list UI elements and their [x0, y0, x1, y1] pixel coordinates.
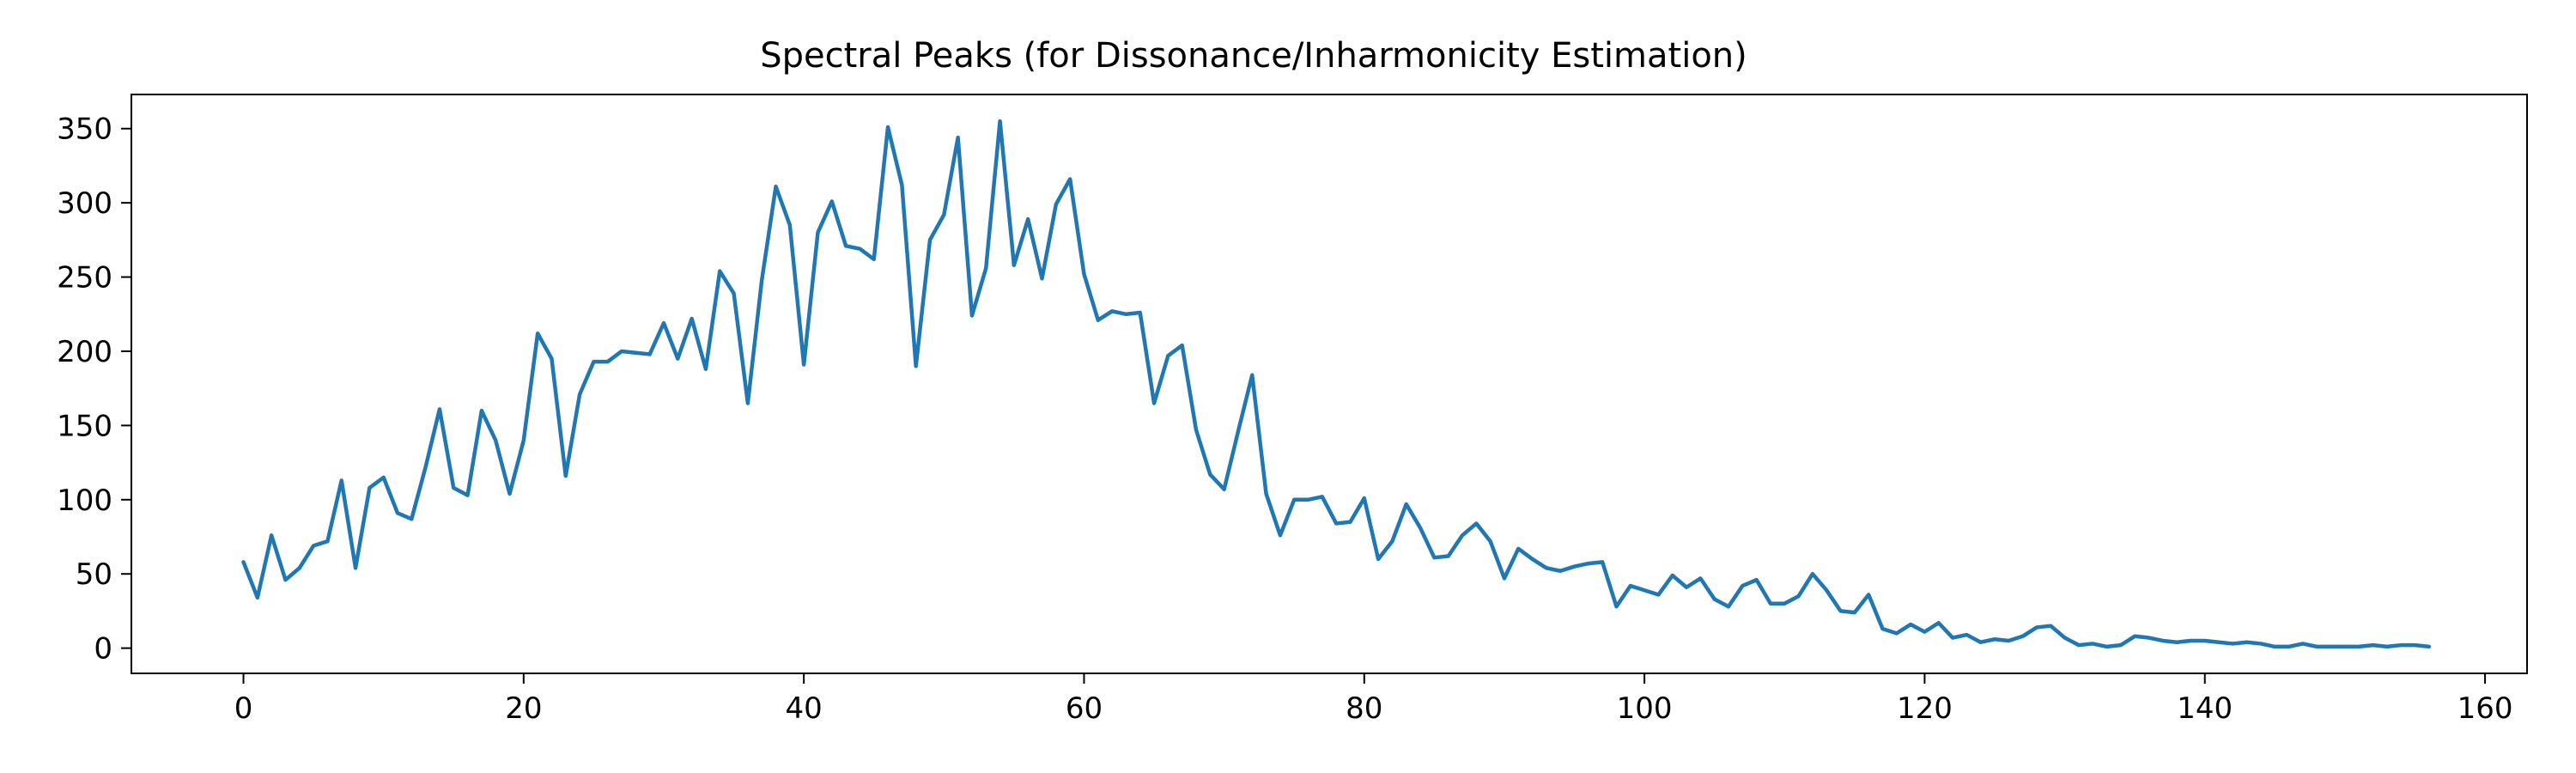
y-tick-label: 50: [76, 557, 112, 592]
y-axis: 0 50 100 150 200 250 300 350: [57, 113, 131, 666]
y-tick-label: 300: [57, 186, 112, 221]
plot-frame: [131, 94, 2528, 674]
y-tick-label: 150: [57, 409, 112, 443]
x-tick-label: 120: [1897, 691, 1953, 726]
y-tick-label: 0: [94, 632, 112, 666]
series-line-0: [241, 119, 2432, 649]
x-tick-label: 80: [1346, 691, 1382, 726]
series-layer: [241, 119, 2432, 649]
x-tick-label: 100: [1617, 691, 1673, 726]
y-tick-label: 350: [57, 113, 112, 147]
x-tick-label: 0: [234, 691, 253, 726]
x-tick-label: 20: [505, 691, 542, 726]
x-tick-label: 160: [2458, 691, 2513, 726]
y-tick-label: 200: [57, 335, 112, 369]
chart-title: Spectral Peaks (for Dissonance/Inharmoni…: [760, 36, 1747, 76]
x-tick-label: 40: [786, 691, 823, 726]
x-axis: 0 20 40 60 80 100 120 140 160: [234, 673, 2513, 726]
y-tick-label: 250: [57, 261, 112, 295]
x-tick-label: 140: [2177, 691, 2233, 726]
y-tick-label: 100: [57, 484, 112, 518]
x-tick-label: 60: [1066, 691, 1103, 726]
